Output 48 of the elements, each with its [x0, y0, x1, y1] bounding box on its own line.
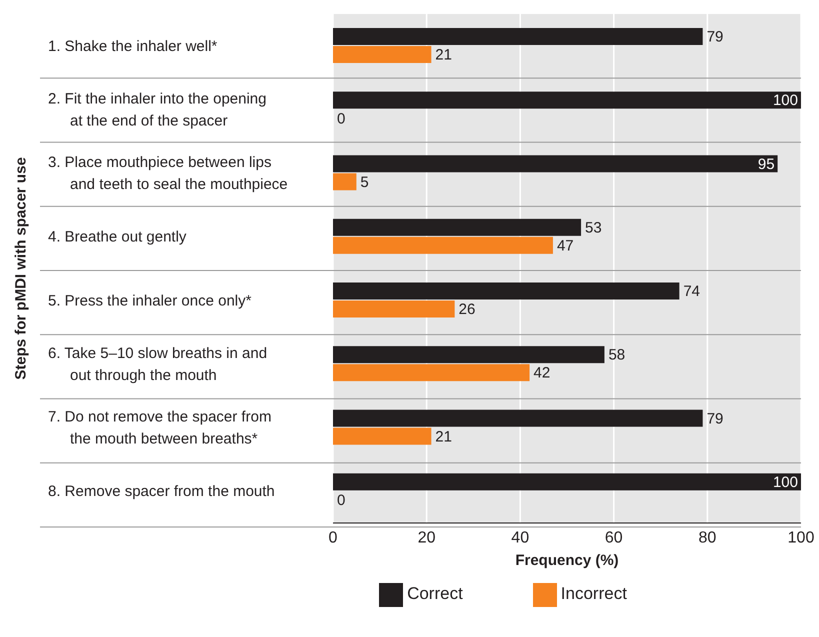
data-label: 0 [337, 492, 346, 510]
legend-label: Correct [407, 584, 463, 604]
bar [333, 428, 432, 445]
data-label: 53 [585, 219, 602, 236]
data-label: 95 [758, 156, 775, 173]
x-axis-title: Frequency (%) [515, 552, 619, 569]
x-tick-label: 20 [418, 529, 436, 546]
y-tick-label: 1. Shake the inhaler well* [48, 38, 218, 55]
data-label: 5 [360, 174, 369, 191]
x-tick-label: 100 [788, 529, 814, 546]
data-label: 74 [683, 283, 700, 300]
y-tick-label: 6. Take 5–10 slow breaths in and out through the mouth [48, 344, 268, 384]
data-label: 0 [337, 110, 346, 128]
x-tick-label: 0 [328, 529, 338, 546]
data-label: 42 [534, 364, 550, 382]
y-tick-label: 4. Breathe out gently [48, 228, 187, 246]
bar [333, 410, 703, 427]
y-tick-label: 2. Fit the inhaler into the opening at the end of the spacer [48, 90, 266, 130]
y-tick-label: 3. Place mouthpiece between lips and teeth to seal the mouthpiece [48, 154, 288, 194]
bar [333, 282, 680, 300]
y-tick-label: 8. Remove spacer from the mouth [48, 483, 275, 500]
y-tick-label: 5. Press the inhaler once only* [48, 292, 252, 310]
data-label: 79 [706, 410, 724, 428]
y-tick-label: 7. Do not remove the spacer from the mouth between breaths* [48, 408, 272, 448]
data-label: 26 [458, 301, 476, 318]
data-label: 100 [772, 92, 798, 110]
data-label: 100 [772, 474, 798, 491]
bar [333, 346, 604, 364]
x-tick-label: 60 [604, 529, 623, 546]
data-label: 79 [706, 28, 724, 46]
bar [333, 173, 356, 190]
x-tick-label: 80 [698, 529, 716, 546]
bar [333, 300, 455, 318]
x-tick-label: 40 [511, 529, 530, 546]
bar [333, 28, 703, 45]
bar [333, 155, 778, 172]
data-label: 47 [556, 237, 574, 254]
data-label: 21 [435, 46, 452, 64]
bar [333, 218, 582, 236]
bar [333, 364, 530, 382]
bar [333, 236, 553, 254]
data-label: 21 [435, 428, 452, 446]
legend-label: Incorrect [560, 584, 627, 604]
bar [333, 92, 801, 109]
y-axis-title: Steps for pMDI with spacer use [12, 157, 30, 380]
bar [333, 473, 801, 490]
bar [333, 46, 432, 63]
data-label: 58 [608, 346, 626, 364]
